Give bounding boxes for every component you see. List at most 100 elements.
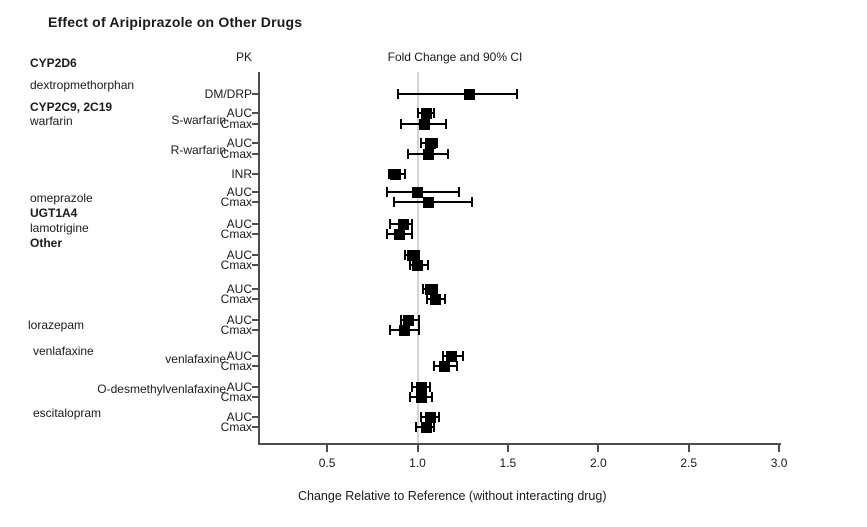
x-axis-tick [687,443,690,452]
point-estimate-marker [406,249,418,261]
drug-label: escitalopram [33,406,102,420]
pk-parameter-label: Cmax [220,227,252,241]
x-axis-label: Change Relative to Reference (without in… [298,489,607,503]
ci-cap-right [461,351,464,361]
ci-cap-left [420,412,423,422]
ci-cap-left [411,382,414,392]
ci-cap-left [409,260,412,270]
row-tick [252,223,260,225]
ci-cap-left [400,315,403,325]
row-tick [252,329,260,331]
pk-parameter-label: AUC [226,136,252,150]
drug-label: O-desmethylvenlafaxine [97,382,226,396]
row-tick [252,288,260,290]
row-tick [252,426,260,428]
ci-cap-right [403,169,406,179]
ci-column-header: Fold Change and 90% CI [387,50,523,64]
row-tick [252,233,260,235]
ci-cap-right [470,197,473,207]
point-estimate-marker [446,350,458,362]
chart-title: Effect of Aripiprazole on Other Drugs [48,14,303,30]
pk-parameter-label: Cmax [220,258,252,272]
row-tick [252,201,260,203]
ci-cap-left [416,108,419,118]
point-estimate-marker [415,381,427,393]
row-tick [252,355,260,357]
x-axis-tick [597,443,600,452]
drug-label: venlafaxine [33,344,94,358]
drug-label: warfarin [30,114,73,128]
point-estimate-marker [397,218,409,230]
row-tick [252,386,260,388]
enzyme-group-label: Other [30,236,63,250]
x-tick-label: 1.5 [499,456,517,470]
drug-label: lorazepam [28,318,85,332]
row-tick [252,264,260,266]
pk-parameter-label: AUC [226,349,252,363]
ci-interval-line [397,93,517,95]
ci-cap-left [414,422,417,432]
drug-label: S-warfarin [171,113,226,127]
pk-parameter-label: Cmax [220,292,252,306]
x-tick-label: 1.0 [409,456,426,470]
ci-cap-left [396,89,399,99]
row-tick [252,298,260,300]
row-tick [252,173,260,175]
ci-cap-right [418,250,421,260]
ci-cap-right [447,149,450,159]
enzyme-group-label: CYP2C9, 2C19 [30,100,113,114]
pk-parameter-label: DM/DRP [204,87,252,101]
ci-cap-right [411,219,414,229]
x-tick-label: 2.0 [589,456,607,470]
pk-parameter-label: AUC [226,217,252,231]
x-tick-label: 3.0 [770,456,788,470]
pk-parameter-label: AUC [226,410,252,424]
ci-cap-left [387,169,390,179]
ci-cap-right [411,229,414,239]
drug-label: dextropmethorphan [30,78,135,92]
x-axis-tick [326,443,329,452]
point-estimate-marker [424,137,436,149]
row-tick [252,416,260,418]
point-estimate-marker [421,421,433,433]
ci-cap-right [515,89,518,99]
ci-cap-left [392,197,395,207]
point-estimate-marker [390,168,402,180]
point-estimate-marker [424,283,436,295]
point-estimate-marker [464,88,476,100]
ci-cap-left [409,392,412,402]
point-estimate-marker [419,118,431,130]
ci-cap-left [400,119,403,129]
row-tick [252,123,260,125]
ci-cap-right [418,315,421,325]
ci-cap-right [430,392,433,402]
ci-cap-right [456,361,459,371]
pk-parameter-label: AUC [226,282,252,296]
ci-cap-left [403,250,406,260]
point-estimate-marker [430,293,442,305]
ci-cap-right [436,284,439,294]
x-axis-tick [778,443,781,452]
pk-parameter-label: AUC [226,313,252,327]
x-tick-label: 0.5 [318,456,336,470]
enzyme-group-label: UGT1A4 [30,206,78,220]
pk-parameter-label: AUC [226,106,252,120]
ci-cap-right [432,108,435,118]
ci-cap-left [425,294,428,304]
y-axis-line [258,72,260,445]
ci-cap-left [385,229,388,239]
ci-cap-right [445,119,448,129]
drug-label: lamotrigine [30,221,89,235]
row-tick [252,93,260,95]
pk-parameter-label: AUC [226,185,252,199]
point-estimate-marker [422,148,434,160]
point-estimate-marker [412,186,423,198]
ci-cap-left [389,219,392,229]
ci-cap-left [420,138,423,148]
pk-parameter-label: AUC [226,248,252,262]
point-estimate-marker [399,324,411,336]
ci-cap-left [432,361,435,371]
ci-cap-right [418,325,421,335]
pk-parameter-label: INR [231,167,252,181]
pk-parameter-label: Cmax [220,420,252,434]
